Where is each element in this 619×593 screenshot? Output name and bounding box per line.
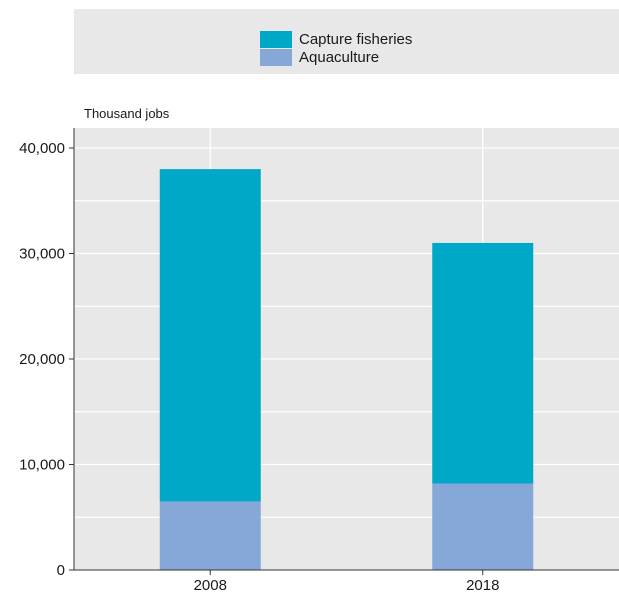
x-tick-label: 2018 <box>466 577 499 593</box>
y-tick-label: 30,000 <box>19 246 65 263</box>
y-tick-label: 10,000 <box>19 457 65 474</box>
bar-aquaculture-2018 <box>432 483 534 570</box>
y-axis-unit-label: Thousand jobs <box>84 106 170 121</box>
legend-item-aquaculture: Aquaculture <box>260 48 379 66</box>
plot-background <box>74 128 619 570</box>
legend-swatch-aquaculture <box>260 48 292 66</box>
bar-capture-fisheries-2018 <box>432 242 534 484</box>
bar-aquaculture-2008 <box>159 501 261 570</box>
chart-legend: Capture fisheries Aquaculture <box>74 9 619 74</box>
legend-item-capture-fisheries: Capture fisheries <box>260 30 412 48</box>
y-tick-label: 40,000 <box>19 140 65 157</box>
y-tick-label: 20,000 <box>19 351 65 368</box>
bar-capture-fisheries-2008 <box>159 169 261 502</box>
legend-label-capture-fisheries: Capture fisheries <box>299 30 413 48</box>
legend-label-aquaculture: Aquaculture <box>299 48 380 66</box>
y-tick-label: 0 <box>57 562 65 579</box>
x-tick-label: 2008 <box>194 577 227 593</box>
legend-swatch-capture-fisheries <box>260 30 292 48</box>
